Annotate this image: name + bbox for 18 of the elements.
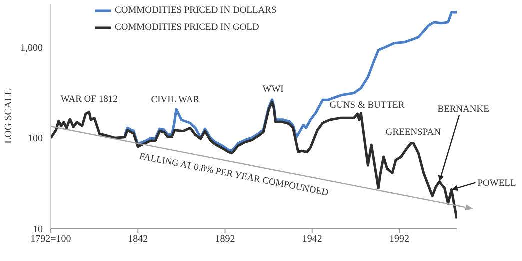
annotation: WWI [262,85,284,96]
x-tick-label: 1842 [128,234,148,246]
y-tick-label: 10 [33,224,43,236]
y-tick-label: 100 [28,134,43,145]
annotation: GREENSPAN [386,128,442,138]
annotation: POWELL [478,178,516,189]
annotation: WAR OF 1812 [60,95,118,106]
y-tick-label: 1,000 [20,42,43,54]
x-tick-label: 1792=100 [30,234,72,246]
x-tick-label: 1992 [390,234,410,246]
x-tick-label: 1942 [302,234,322,246]
annotation: GUNS & BUTTER [330,101,406,112]
y-axis-title: LOG SCALE [4,89,15,144]
annotation: BERNANKE [438,104,490,115]
annotation: CIVIL WAR [151,95,200,106]
legend-label: COMMODITIES PRICED IN GOLD [115,22,260,32]
legend-label: COMMODITIES PRICED IN DOLLARS [115,6,277,16]
x-tick-label: 1892 [215,234,236,246]
